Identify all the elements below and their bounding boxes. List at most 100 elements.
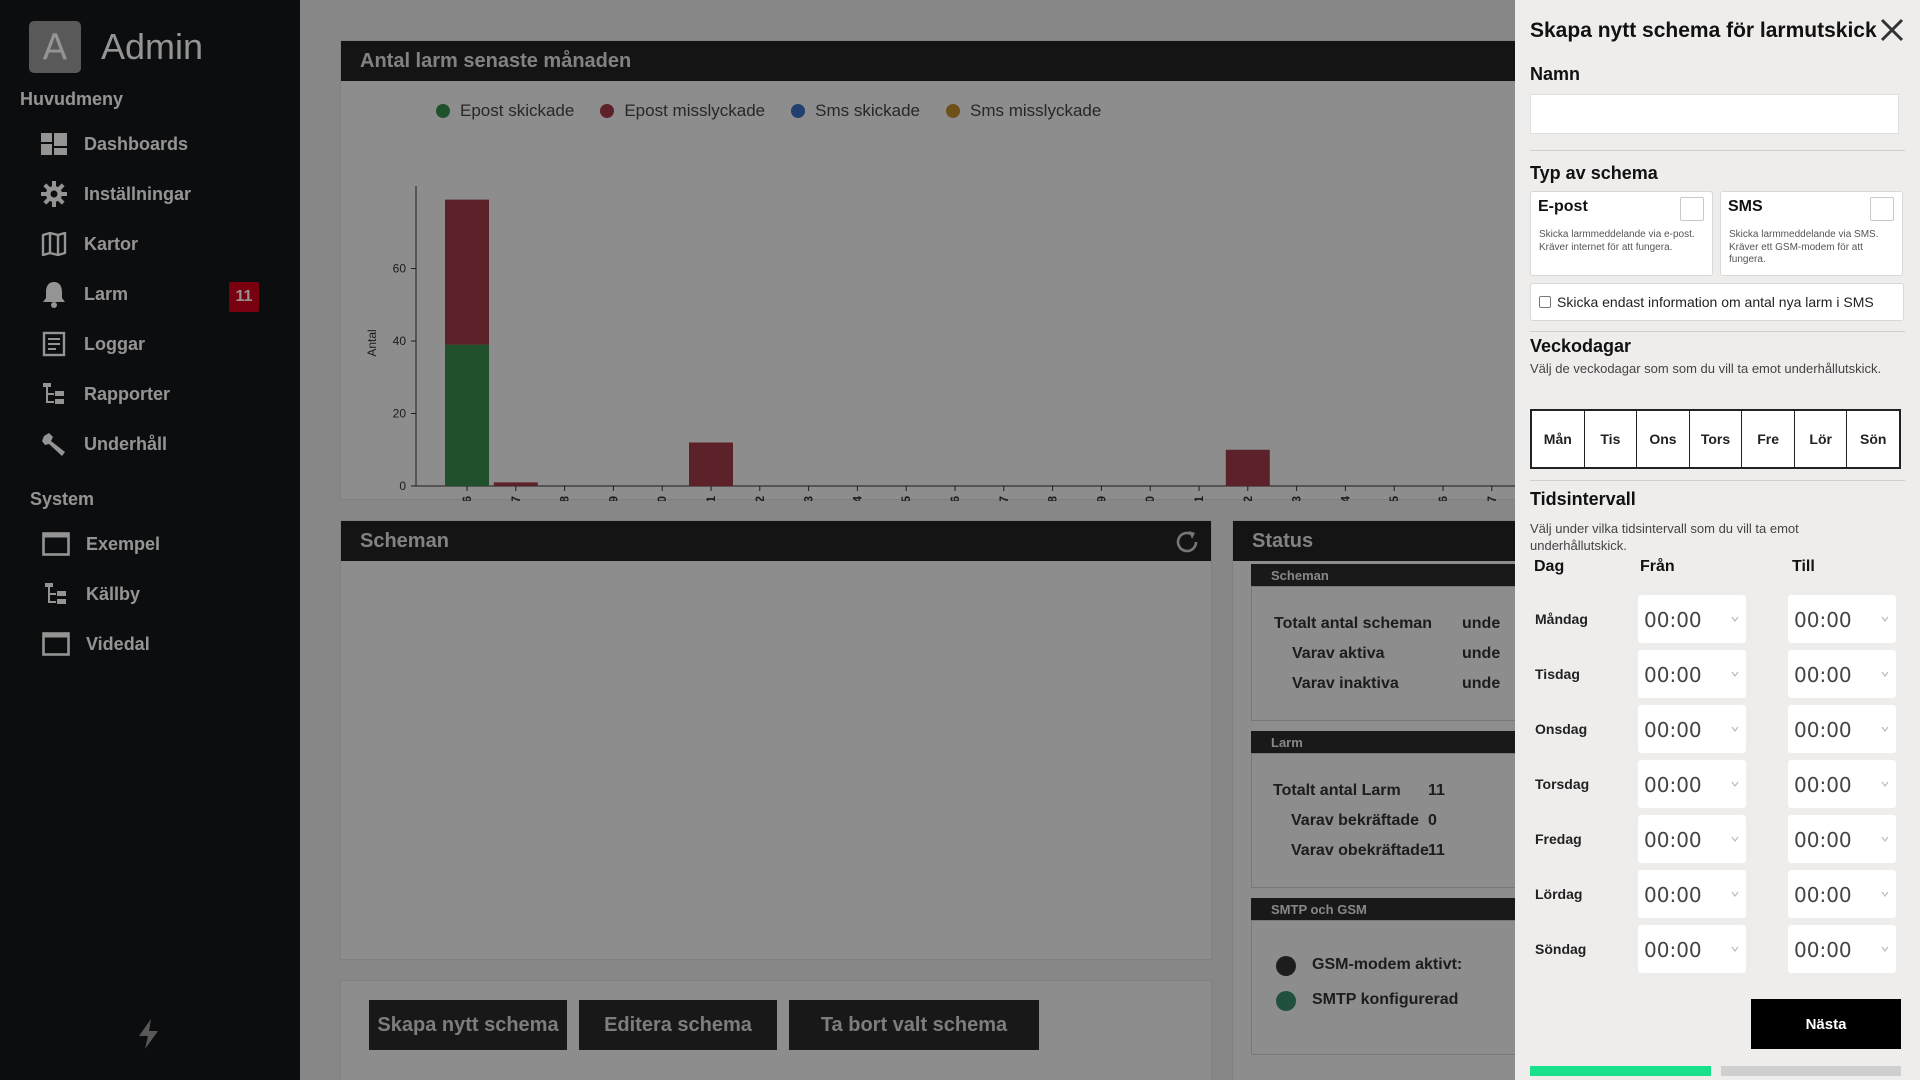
legend-item[interactable]: Sms misslyckade [946,101,1101,121]
close-icon[interactable] [1877,15,1907,45]
to-time-select[interactable]: 00:00 [1788,705,1896,753]
legend-item[interactable]: Sms skickade [791,101,920,121]
status-label: Varav bekräftade [1291,812,1420,829]
nav-label: Inställningar [84,183,192,204]
x-tick-label: 07/10 [1143,496,1157,501]
status-larm-title: Larm [1251,731,1551,753]
bolt-icon[interactable] [136,1018,162,1050]
type-card-checkbox[interactable] [1680,197,1704,221]
sms-only-checkbox[interactable] [1539,296,1551,308]
next-button[interactable]: Nästa [1751,999,1901,1049]
from-time-select[interactable]: 00:00 [1638,650,1746,698]
chevron-down-icon [1881,616,1889,622]
edit-schema-button[interactable]: Editera schema [579,1000,777,1050]
tree-icon [40,380,68,408]
interval-help: Välj under vilka tidsintervall som du vi… [1530,521,1799,553]
legend-item[interactable]: Epost misslyckade [600,101,765,121]
bar-segment [445,344,489,486]
type-card-title: E-post [1538,198,1588,215]
nav-label: Källby [86,583,141,604]
to-time-select[interactable]: 00:00 [1788,925,1896,973]
interval-label: Tidsintervall [1530,489,1636,509]
nav-label: Rapporter [84,383,171,404]
chevron-down-icon [1881,836,1889,842]
from-time-value: 00:00 [1644,718,1702,742]
x-tick-label: 06/26 [460,496,474,501]
from-time-select[interactable]: 00:00 [1638,595,1746,643]
bar-segment [445,199,489,345]
nav-item-underhall[interactable]: Underhåll [40,424,270,464]
bar-segment [689,442,733,486]
row-day-label: Lördag [1535,886,1583,902]
status-label: Varav inaktiva [1292,675,1399,692]
nav-label: Dashboards [84,133,189,154]
col-day: Dag [1534,558,1565,575]
legend-label: Sms misslyckade [970,101,1102,120]
weekday-tue[interactable]: Tis [1585,411,1638,467]
status-value: 11 [1428,842,1445,859]
weekday-mon[interactable]: Mån [1532,411,1585,467]
to-time-select[interactable]: 00:00 [1788,760,1896,808]
sms-only-option[interactable]: Skicka endast information om antal nya l… [1530,283,1904,321]
nav-item-installningar[interactable]: Inställningar [40,174,270,214]
from-time-select[interactable]: 00:00 [1638,815,1746,863]
nav-item-kartor[interactable]: Kartor [40,224,270,264]
from-time-select[interactable]: 00:00 [1638,760,1746,808]
nav-item-loggar[interactable]: Loggar [40,324,270,364]
name-input[interactable] [1530,94,1899,134]
x-tick-label: 07/02 [753,496,767,501]
nav-item-larm[interactable]: Larm 11 [40,274,270,314]
type-card-epost[interactable]: E-post Skicka larmmeddelande via e-post.… [1530,191,1713,276]
to-time-value: 00:00 [1794,938,1852,962]
weekday-sun[interactable]: Sön [1860,431,1887,447]
weekday-wed[interactable]: Ons [1637,411,1690,467]
chevron-down-icon [1881,781,1889,787]
nav-item-videdal[interactable]: Videdal [42,624,272,664]
chevron-down-icon [1731,616,1739,622]
x-tick-label: 06/28 [558,496,572,501]
main-menu-title: Huvudmeny [20,89,124,109]
x-tick-label: 07/03 [802,496,816,501]
to-time-select[interactable]: 00:00 [1788,650,1896,698]
weekday-fri[interactable]: Fre [1742,411,1795,467]
row-day-label: Måndag [1535,611,1588,627]
to-time-select[interactable]: 00:00 [1788,815,1896,863]
weekday-selector: Mån Tis Ons Tors Fre Lör Sön [1530,409,1901,469]
chart-panel: Antal larm senaste månaden Epost skickad… [340,40,1580,501]
smtp-status-dot [1276,991,1296,1011]
delete-schema-button[interactable]: Ta bort valt schema [789,1000,1039,1050]
brand-name: Admin [101,26,204,67]
nav-item-dashboards[interactable]: Dashboards [40,124,270,164]
y-tick-label: 40 [393,334,407,348]
row-day-label: Torsdag [1535,776,1590,792]
nav-item-exempel[interactable]: Exempel [42,524,272,564]
map-icon [40,230,68,258]
from-time-select[interactable]: 00:00 [1638,705,1746,753]
legend-item[interactable]: Epost skickade [436,101,574,121]
weekdays-help: Välj de veckodagar som som du vill ta em… [1530,361,1882,376]
chevron-down-icon [1731,891,1739,897]
nav-item-kallby[interactable]: Källby [42,574,272,614]
nav-item-rapporter[interactable]: Rapporter [40,374,270,414]
refresh-icon[interactable] [1173,528,1201,556]
to-time-select[interactable]: 00:00 [1788,870,1896,918]
row-day-label: Onsdag [1535,721,1588,737]
from-time-select[interactable]: 00:00 [1638,870,1746,918]
from-time-select[interactable]: 00:00 [1638,925,1746,973]
from-time-value: 00:00 [1644,938,1702,962]
create-schema-drawer: Skapa nytt schema för larmutskick Namn T… [1515,0,1920,1080]
type-card-sms[interactable]: SMS Skicka larmmeddelande via SMS. Kräve… [1720,191,1903,276]
bar-segment [1225,449,1270,486]
brand[interactable]: A Admin [29,21,203,73]
col-to: Till [1792,558,1815,575]
legend-label: Sms skickade [815,101,920,120]
scheman-panel-title: Scheman [341,521,1211,561]
weekday-thu[interactable]: Tors [1690,411,1743,467]
type-card-checkbox[interactable] [1870,197,1894,221]
weekday-sat[interactable]: Lör [1795,411,1848,467]
modal-backdrop[interactable] [0,0,1515,1080]
to-time-select[interactable]: 00:00 [1788,595,1896,643]
from-time-value: 00:00 [1644,608,1702,632]
type-card-title: SMS [1728,198,1763,215]
create-schema-button[interactable]: Skapa nytt schema [369,1000,567,1050]
